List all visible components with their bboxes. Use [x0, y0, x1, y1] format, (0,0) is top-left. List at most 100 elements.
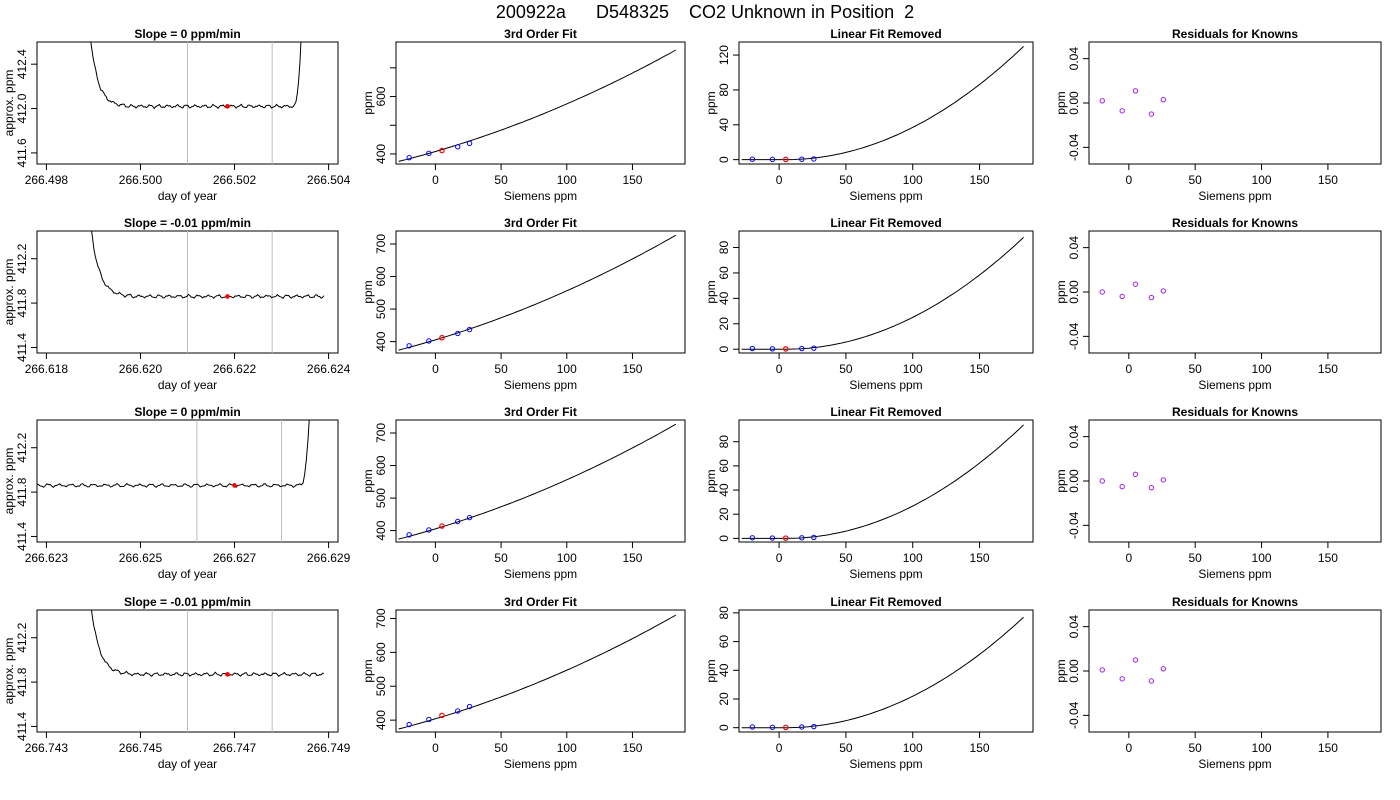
- residual-point: [1132, 471, 1139, 478]
- x-tick-label: 100: [1252, 173, 1272, 187]
- y-tick-label: 412.2: [15, 243, 29, 273]
- unknown-point: [225, 294, 230, 299]
- main-title: 200922a D548325 CO2 Unknown in Position …: [496, 2, 914, 22]
- panel-title: 3rd Order Fit: [504, 595, 577, 609]
- plot-data: [398, 614, 677, 730]
- y-tick-label: 700: [374, 608, 388, 628]
- known-point: [466, 703, 473, 710]
- panel-r2-c1: 3rd Order Fit 0 50 100 150 400 500 600 700 Siemen…: [361, 405, 686, 581]
- x-tick-label: 150: [622, 741, 642, 755]
- x-tick-label: 100: [557, 551, 577, 565]
- y-tick-label: 0: [717, 346, 731, 353]
- y-tick-label: 20: [717, 692, 731, 706]
- y-tick-label: -0.04: [1067, 701, 1081, 729]
- panel-title: Linear Fit Removed: [830, 216, 941, 230]
- fit-curve: [398, 614, 677, 730]
- panel-title: Slope = 0 ppm/min: [134, 27, 240, 41]
- x-axis-label: Siemens ppm: [504, 567, 577, 581]
- panel-r3-c1: 3rd Order Fit 0 50 100 150 400 500 600 700 Siemen…: [361, 595, 686, 771]
- unknown-point: [232, 483, 237, 488]
- y-axis-label: ppm: [361, 91, 375, 114]
- y-tick-label: 0.04: [1067, 425, 1081, 449]
- unknown-point: [439, 712, 445, 719]
- x-tick-label: 50: [494, 362, 508, 376]
- y-tick-label: 80: [717, 241, 731, 255]
- y-tick-label: 412.2: [15, 622, 29, 652]
- panel-title: Slope = 0 ppm/min: [134, 405, 240, 419]
- residual-point: [1119, 293, 1125, 300]
- y-tick-label: 411.4: [15, 333, 29, 362]
- y-tick-label: 0.00: [1067, 91, 1081, 115]
- x-tick-label: 150: [622, 551, 642, 565]
- x-tick-label: 0: [432, 362, 439, 376]
- x-tick-label: 150: [970, 173, 990, 187]
- panel-title: Slope = -0.01 ppm/min: [124, 595, 251, 609]
- y-tick-label: 411.8: [15, 477, 29, 506]
- known-point: [426, 716, 432, 723]
- panel-title: Residuals for Knowns: [1172, 595, 1298, 609]
- y-axis-label: approx. ppm: [2, 70, 16, 137]
- plot-frame: [395, 41, 686, 165]
- fit-curve: [741, 616, 1024, 729]
- plot-data: [91, 610, 324, 732]
- panel-title: 3rd Order Fit: [504, 405, 577, 419]
- panel-title: Linear Fit Removed: [830, 595, 941, 609]
- x-axis-label: Siemens ppm: [1198, 189, 1271, 203]
- y-axis-label: ppm: [704, 280, 718, 303]
- plot-data: [91, 231, 325, 353]
- y-tick-label: 0.04: [1067, 236, 1081, 260]
- data-trace: [91, 610, 324, 678]
- y-tick-label: 411.6: [15, 138, 29, 167]
- y-tick-label: 80: [717, 435, 731, 449]
- y-axis-label: ppm: [1054, 469, 1068, 492]
- plot-data: [1099, 281, 1167, 301]
- x-tick-label: 100: [1252, 741, 1272, 755]
- x-tick-label: 150: [1318, 362, 1338, 376]
- known-point: [426, 527, 432, 533]
- x-tick-label: 266.629: [307, 551, 351, 565]
- x-tick-label: 266.749: [307, 741, 351, 755]
- x-tick-label: 100: [557, 741, 577, 755]
- plot-frame: [395, 419, 686, 543]
- y-tick-label: 411.4: [15, 522, 29, 551]
- y-axis-label: approx. ppm: [2, 259, 16, 326]
- plot-data: [741, 237, 1024, 352]
- x-tick-label: 0: [1125, 741, 1132, 755]
- x-tick-label: 266.500: [119, 173, 163, 187]
- known-point: [769, 346, 776, 352]
- residual-point: [1160, 288, 1167, 294]
- residual-point: [1132, 88, 1139, 94]
- x-tick-label: 266.504: [307, 173, 351, 187]
- data-trace: [91, 231, 325, 300]
- unknown-point: [782, 724, 789, 731]
- plot-data: [398, 423, 677, 540]
- y-axis-label: ppm: [361, 659, 375, 682]
- x-tick-label: 266.624: [307, 362, 351, 376]
- y-tick-label: 400: [374, 710, 388, 730]
- plot-data: [37, 420, 310, 542]
- known-point: [769, 535, 776, 541]
- known-point: [811, 723, 817, 730]
- x-tick-label: 0: [1125, 173, 1132, 187]
- fit-curve: [398, 49, 677, 162]
- fit-curve: [741, 237, 1024, 350]
- unknown-point: [225, 672, 230, 677]
- known-point: [769, 724, 776, 730]
- y-tick-label: 400: [374, 144, 388, 164]
- residual-point: [1099, 667, 1105, 673]
- residual-point: [1132, 657, 1139, 663]
- x-axis-label: Siemens ppm: [849, 567, 922, 581]
- panel-title: Linear Fit Removed: [830, 405, 941, 419]
- x-tick-label: 150: [970, 741, 990, 755]
- panel-title: Residuals for Knowns: [1172, 216, 1298, 230]
- x-tick-label: 266.627: [213, 551, 257, 565]
- y-axis-label: ppm: [361, 280, 375, 303]
- known-point: [749, 724, 756, 730]
- residual-point: [1119, 483, 1125, 490]
- y-tick-label: 40: [717, 663, 731, 677]
- x-tick-label: 150: [970, 551, 990, 565]
- y-tick-label: 400: [374, 520, 388, 540]
- panel-title: Linear Fit Removed: [830, 27, 941, 41]
